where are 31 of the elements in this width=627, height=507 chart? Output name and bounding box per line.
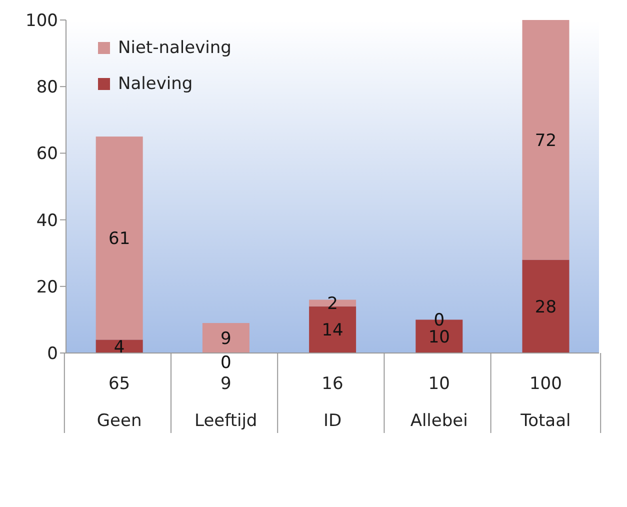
total-label: 65 <box>108 374 130 394</box>
y-tick-label: 20 <box>36 277 58 298</box>
total-label: 10 <box>428 374 450 394</box>
data-label: 2 <box>327 294 338 314</box>
x-tick-label: Totaal <box>520 411 571 431</box>
y-tick-label: 60 <box>36 144 58 164</box>
data-label: 61 <box>108 229 130 250</box>
x-tick-label: Leeftijd <box>194 411 258 431</box>
legend-label: Niet-naleving <box>118 38 232 58</box>
legend-label: Naleving <box>118 74 193 94</box>
data-label: 28 <box>534 297 557 318</box>
x-tick-label: ID <box>323 411 342 431</box>
data-label: 4 <box>114 337 125 358</box>
y-tick-label: 80 <box>36 78 58 98</box>
bar <box>522 260 570 353</box>
total-label: 16 <box>322 374 344 394</box>
y-tick-label: 40 <box>36 210 58 231</box>
bar <box>202 323 250 353</box>
y-tick-label: 100 <box>26 11 58 32</box>
total-label: 9 <box>220 374 232 394</box>
data-label: 10 <box>428 327 450 348</box>
bar <box>522 20 570 260</box>
y-tick-label: 0 <box>47 344 58 364</box>
x-tick-label: Allebei <box>410 411 468 431</box>
data-label: 0 <box>220 352 232 373</box>
data-label: 72 <box>534 130 557 151</box>
bar <box>96 136 143 340</box>
total-label: 100 <box>529 374 562 394</box>
data-label: 9 <box>220 328 232 349</box>
x-tick-label: Geen <box>96 411 142 431</box>
data-label: 14 <box>322 320 344 341</box>
